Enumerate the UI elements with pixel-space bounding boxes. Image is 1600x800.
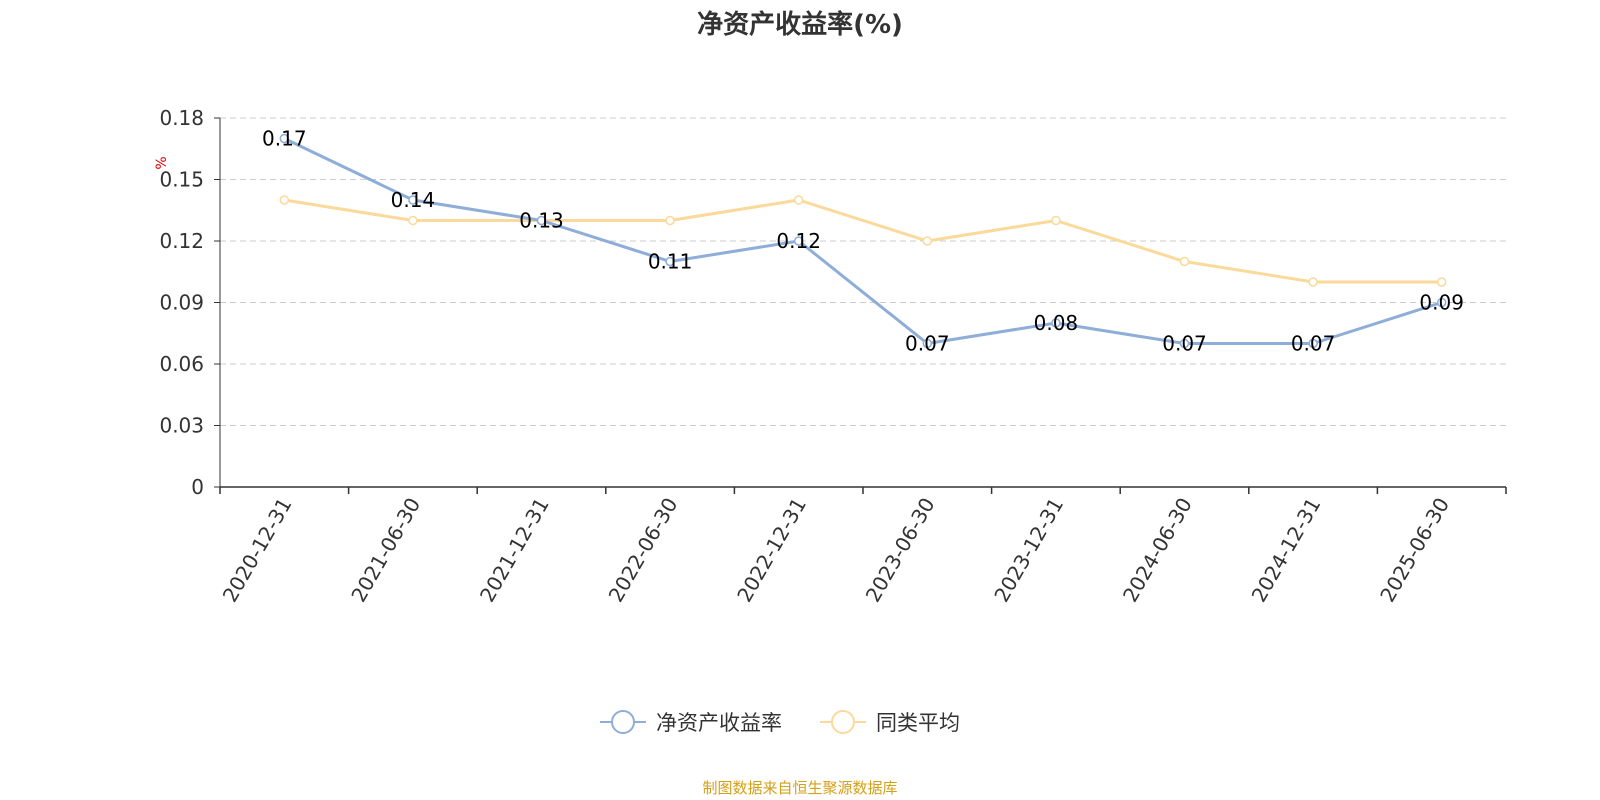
x-tick-label: 2023-12-31	[989, 494, 1068, 607]
x-tick-label: 2020-12-31	[218, 494, 297, 607]
data-point	[665, 256, 675, 267]
legend-item-peer-average[interactable]: 同类平均	[820, 710, 960, 735]
data-point	[1051, 215, 1061, 226]
data-point	[922, 236, 933, 246]
series-lines	[279, 133, 1447, 349]
legend-label: 净资产收益率	[656, 711, 782, 735]
data-point	[793, 236, 804, 246]
data-point	[279, 195, 290, 205]
data-label: 0.17	[262, 127, 307, 151]
data-point	[408, 215, 418, 226]
x-tick-label: 2021-06-30	[346, 494, 425, 607]
data-point	[665, 215, 675, 226]
y-tick-label: 0.06	[159, 352, 204, 376]
legend-label: 同类平均	[876, 711, 960, 735]
x-tick-label: 2021-12-31	[475, 494, 554, 607]
gridlines	[220, 117, 1506, 426]
data-label: 0.12	[776, 229, 821, 253]
x-tick-label: 2022-12-31	[732, 494, 811, 607]
data-label: 0.07	[1291, 332, 1336, 356]
legend-marker-icon	[611, 710, 635, 734]
data-point	[1436, 297, 1447, 308]
data-point	[408, 195, 418, 205]
data-point	[536, 215, 547, 226]
legend[interactable]: 净资产收益率 同类平均	[600, 710, 960, 735]
data-point	[1179, 338, 1190, 349]
data-point	[1051, 318, 1061, 328]
data-labels: 0.17 0.14 0.13 0.11 0.12 0.07 0.08 0.07 0.07 0.09	[262, 127, 1464, 356]
data-label: 0.07	[905, 332, 950, 356]
data-point	[793, 195, 804, 205]
x-tick-label: 2022-06-30	[604, 494, 683, 607]
data-point	[1436, 277, 1447, 287]
x-tick-label: 2024-12-31	[1247, 494, 1326, 607]
data-label: 0.11	[648, 250, 693, 274]
data-label: 0.09	[1419, 291, 1464, 315]
data-point	[1179, 256, 1190, 267]
data-label: 0.13	[519, 209, 564, 233]
y-tick-label: 0.12	[159, 229, 204, 253]
data-label: 0.14	[391, 188, 436, 212]
data-label: 0.07	[1162, 332, 1207, 356]
data-point	[1308, 338, 1318, 349]
y-tick-label: 0.18	[159, 106, 204, 130]
x-tick-label: 2025-06-30	[1375, 494, 1454, 607]
y-tick-label: 0	[191, 475, 204, 499]
axes: 0 0.03 0.06 0.09 0.12 0.15 0.18 2020-12-31 2021-…	[159, 106, 1507, 607]
x-tick-label: 2024-06-30	[1118, 494, 1197, 607]
series-line	[284, 198, 1442, 284]
y-tick-label: 0.03	[159, 414, 204, 438]
chart-title: 净资产收益率(%)	[697, 10, 903, 40]
y-tick-label: 0.09	[159, 291, 204, 315]
y-tick-label: 0.15	[159, 168, 204, 192]
series-line	[283, 137, 1443, 345]
legend-marker-icon	[831, 710, 855, 734]
data-point	[1308, 277, 1318, 287]
x-tick-label: 2023-06-30	[861, 494, 940, 607]
source-note: 制图数据来自恒生聚源数据库	[702, 779, 898, 797]
legend-item-roe[interactable]: 净资产收益率	[600, 710, 782, 735]
data-point	[922, 338, 933, 349]
data-point	[279, 133, 290, 144]
y-axis-unit-label: %	[154, 156, 170, 169]
data-label: 0.08	[1034, 311, 1079, 335]
